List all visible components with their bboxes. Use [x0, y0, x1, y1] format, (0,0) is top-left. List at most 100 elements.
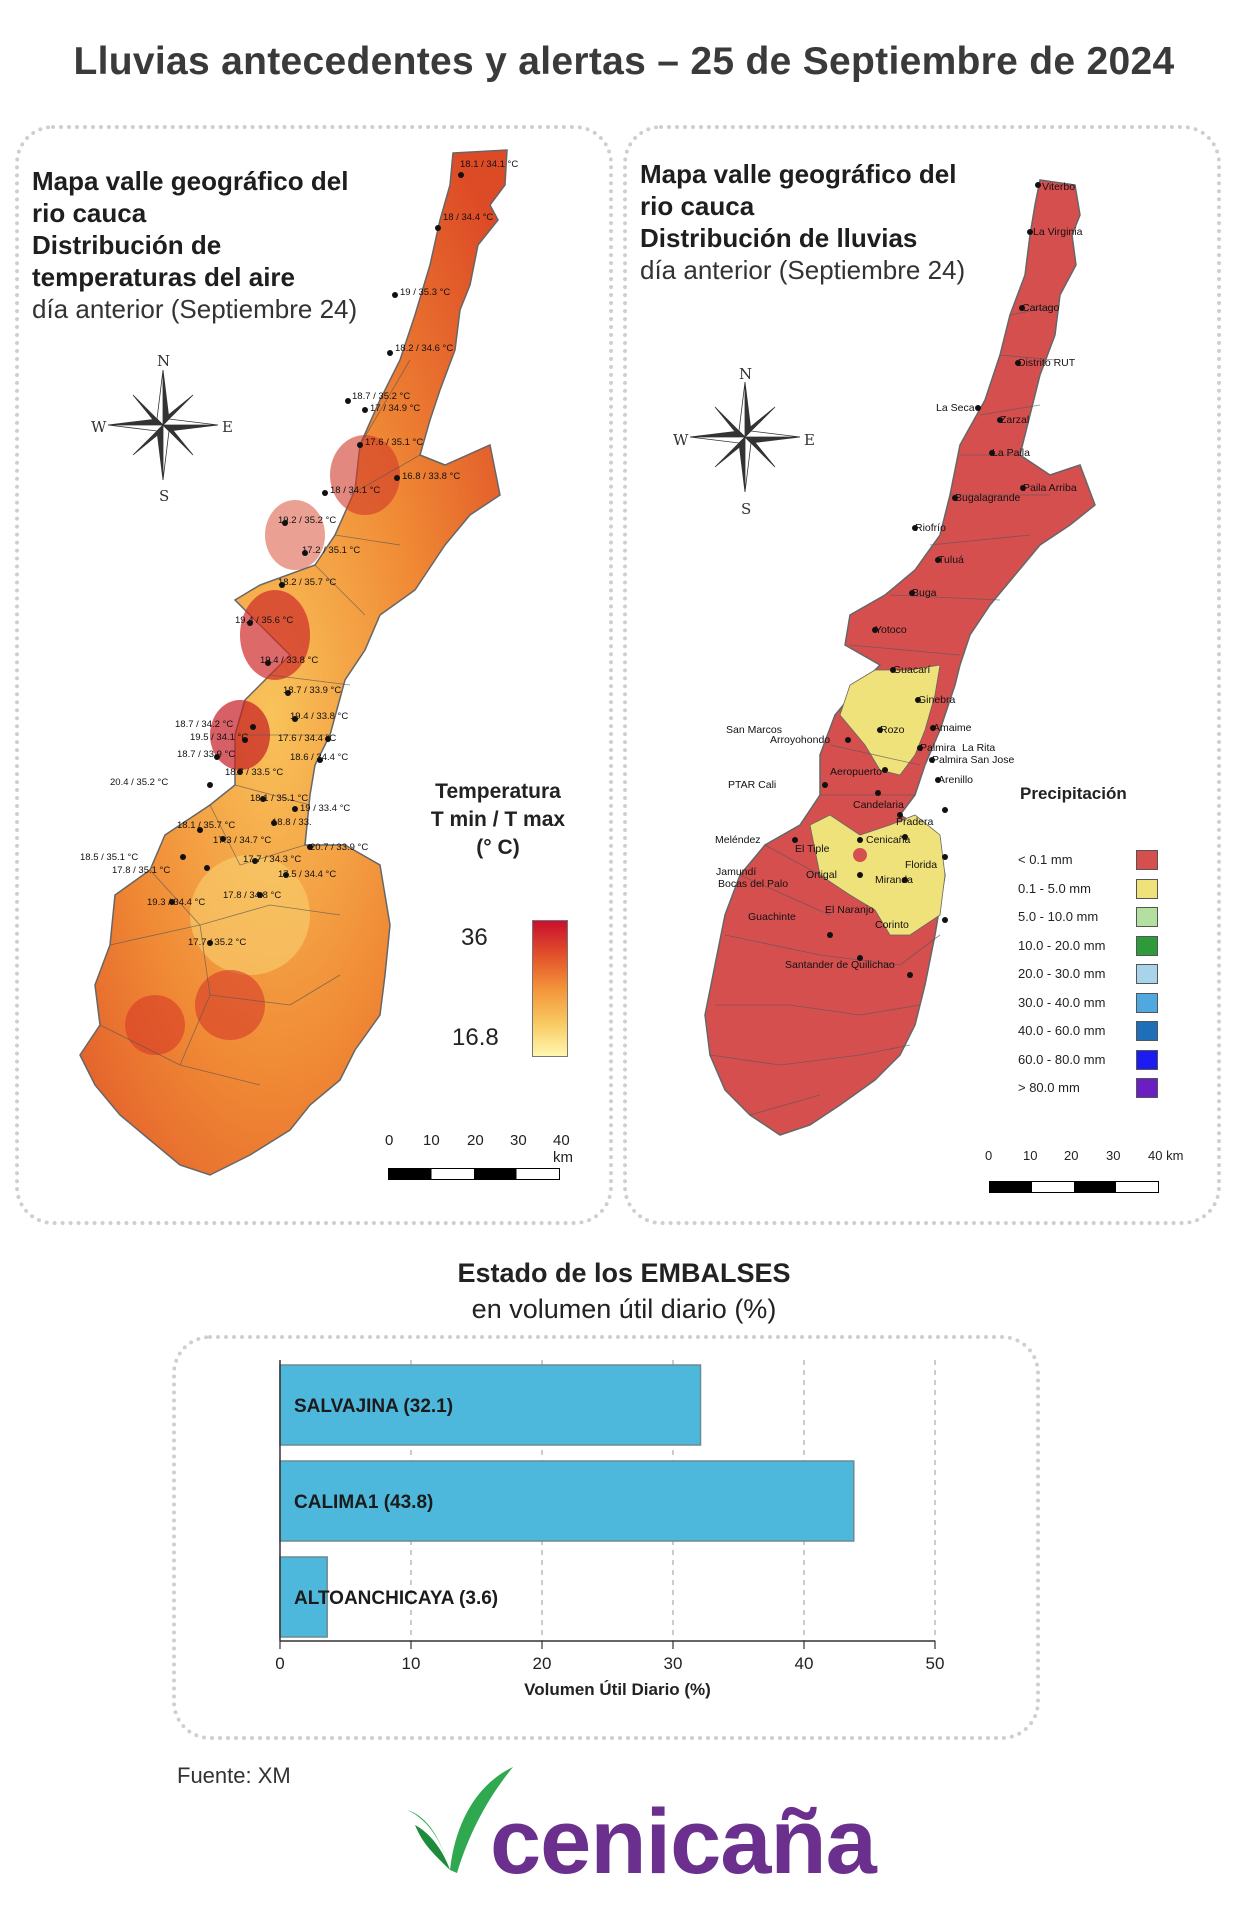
legend-swatch	[1136, 850, 1158, 870]
station-label: 18.7 / 34.2 °C	[175, 719, 233, 730]
legend-swatch	[1136, 1078, 1158, 1098]
station-label: 18.7 / 33.5 °C	[225, 767, 283, 778]
station-label: 19.3 / 34.4 °C	[147, 897, 205, 908]
scale-tick: 0	[385, 1132, 394, 1149]
temp-title-line1: Mapa valle geográfico del	[32, 166, 349, 196]
scale-end: 40 km	[553, 1132, 573, 1166]
station-label: 18.1 / 35.1 °C	[250, 793, 308, 804]
compass-w-label: W	[673, 431, 689, 449]
city-label: Bocas del Palo	[718, 878, 788, 890]
station-label: 18.1 / 35.7 °C	[177, 820, 235, 831]
city-label: Yotoco	[875, 624, 907, 636]
city-label: Ortigal	[806, 869, 837, 881]
temp-subtitle: día anterior (Septiembre 24)	[32, 294, 358, 324]
cenicana-logo-icon	[395, 1755, 515, 1885]
city-label: Pradera	[896, 816, 934, 828]
logo-wordmark: cenicaña	[490, 1791, 877, 1893]
city-label: Riofrío	[915, 522, 946, 534]
scale-tick: 30	[510, 1132, 527, 1149]
precipitation-legend: < 0.1 mm 0.1 - 5.0 mm 5.0 - 10.0 mm 10.0 - …	[1018, 850, 1218, 1110]
city-label: Candelaria	[853, 799, 904, 811]
bar-label: ALTOANCHICAYA (3.6)	[294, 1588, 498, 1609]
legend-label: 5.0 - 10.0 mm	[1018, 909, 1099, 924]
legend-swatch	[1136, 878, 1158, 899]
legend-label: 20.0 - 30.0 mm	[1018, 966, 1106, 981]
reservoirs-title: Estado de los EMBALSES en volumen útil d…	[0, 1255, 1248, 1327]
city-label: La Paila	[992, 447, 1030, 459]
station-label: 17 / 34.9 °C	[370, 403, 420, 414]
city-label: Tuluá	[938, 554, 964, 566]
temperature-color-ramp	[532, 920, 568, 1057]
bar	[279, 1460, 855, 1542]
station-label: 18.7 / 33.9 °C	[177, 749, 235, 760]
city-label: Cenicaña	[866, 834, 911, 846]
city-label: La Rita	[962, 742, 995, 754]
scale-end: 40 km	[1148, 1148, 1184, 1163]
compass-s-label: S	[159, 487, 170, 505]
legend-swatch	[1136, 1021, 1158, 1041]
scale-tick: 10	[1023, 1148, 1038, 1163]
city-label: La Virginia	[1033, 226, 1083, 238]
station-label: 18.1 / 34.1 °C	[460, 159, 518, 170]
reservoirs-title-bold: Estado de los EMBALSES	[457, 1258, 791, 1288]
legend-item: 40.0 - 60.0 mm	[1018, 1021, 1218, 1043]
station-label: 17.7 / 35.2 °C	[188, 937, 246, 948]
legend-title-line1: Temperatura	[435, 780, 561, 803]
station-label: 19.4 / 33.8 °C	[290, 711, 348, 722]
station-label: 18.7 / 33.9 °C	[283, 685, 341, 696]
temperature-map: 18.1 / 34.1 °C 18 / 34.4 °C 19 / 35.3 °C…	[60, 145, 520, 1195]
x-tick-label: 50	[926, 1654, 945, 1673]
temp-title-line4: temperaturas del aire	[32, 262, 296, 292]
compass-rose-icon	[672, 367, 822, 517]
station-label: 19 / 35.3 °C	[400, 287, 450, 298]
city-label: El Tiple	[795, 843, 830, 855]
city-label: Amaime	[933, 722, 972, 734]
temperature-map-title: Mapa valle geográfico del rio cauca Dist…	[32, 165, 402, 325]
station-label: 18.6 / 34.4 °C	[290, 752, 348, 763]
legend-label: 30.0 - 40.0 mm	[1018, 994, 1106, 1010]
legend-swatch	[1136, 992, 1158, 1013]
temperature-map-panel	[15, 125, 613, 1225]
precipitation-legend-title: Precipitación	[1020, 784, 1127, 803]
city-label: Florida	[905, 859, 937, 871]
x-tick-label: 0	[275, 1654, 284, 1673]
scale-tick: 20	[1064, 1148, 1079, 1163]
station-label: 17.2 / 35.1 °C	[302, 545, 360, 556]
city-label: Guachinte	[748, 911, 796, 923]
city-label: Arenillo	[938, 774, 973, 786]
temp-title-line2: rio cauca	[32, 198, 147, 228]
compass-s-label: S	[741, 500, 752, 518]
legend-label: 60.0 - 80.0 mm	[1018, 1051, 1106, 1067]
legend-label: < 0.1 mm	[1018, 852, 1073, 867]
station-label: 18 / 34.4 °C	[443, 212, 493, 223]
station-label: 19.4 / 35.6 °C	[235, 615, 293, 626]
station-label: 19.5 / 34.1 °C	[190, 732, 248, 743]
city-label: Zarzal	[1000, 414, 1029, 426]
x-tick-label: 20	[533, 1654, 552, 1673]
rainfall-map: Viterbo La Virginia Cartago Distrito RUT…	[700, 175, 1120, 1195]
station-label: 19.4 / 33.8 °C	[260, 655, 318, 666]
page-title: Lluvias antecedentes y alertas – 25 de S…	[73, 40, 1175, 83]
station-label: 18 / 34.1 °C	[330, 485, 380, 496]
station-label: 17.3 / 34.7 °C	[213, 835, 271, 846]
city-label: Corinto	[875, 919, 909, 931]
city-label: San Marcos	[726, 724, 782, 736]
city-label: Bugalagrande	[955, 492, 1021, 504]
legend-item: 60.0 - 80.0 mm	[1018, 1049, 1218, 1072]
legend-swatch	[1136, 907, 1158, 927]
city-label: Arroyohondo	[770, 734, 830, 746]
city-label: Paila Arriba	[1023, 482, 1077, 494]
city-label: Meléndez	[715, 834, 761, 846]
city-label: Guacarí	[893, 664, 930, 676]
rain-subtitle: día anterior (Septiembre 24)	[640, 255, 966, 285]
station-label: 17.6 / 35.1 °C	[365, 437, 423, 448]
scale-bar-right: 0 10 20 30 40 km	[985, 1148, 1205, 1198]
bar-label: CALIMA1 (43.8)	[294, 1492, 433, 1513]
legend-item: 0.1 - 5.0 mm	[1018, 878, 1218, 901]
scale-tick: 20	[467, 1132, 484, 1149]
city-label: Santander de Quilichao	[785, 959, 895, 971]
legend-label: 0.1 - 5.0 mm	[1018, 880, 1091, 896]
station-label: 19 / 33.4 °C	[300, 803, 350, 814]
compass-e-label: E	[222, 418, 233, 436]
station-label: 17.8 / 34.8 °C	[223, 890, 281, 901]
